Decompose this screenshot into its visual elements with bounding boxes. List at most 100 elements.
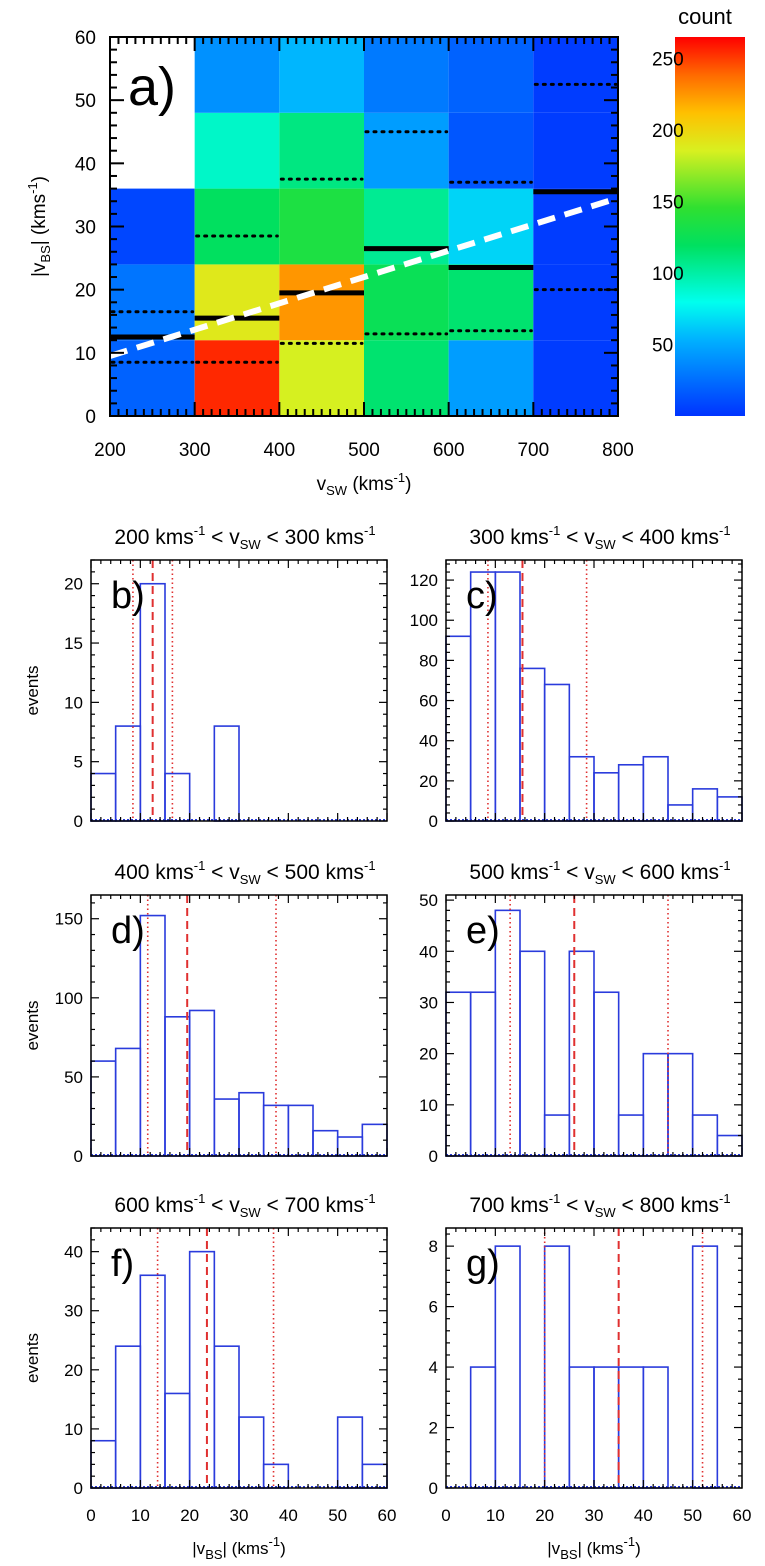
panel-title-c: < 800 kms (616, 1194, 719, 1217)
x-axis-title: |vBS| (kms-1) (547, 1534, 640, 1562)
histogram-bar (691, 1245, 719, 1489)
panel-title: 300 kms-1 < vSW < 400 kms-1 (469, 523, 730, 552)
panel-title-sup1: -1 (194, 858, 206, 873)
y-axis-title: events (23, 1333, 42, 1383)
x-tick-label: 50 (328, 1506, 347, 1525)
panel-title-b: < v (205, 1194, 240, 1217)
y-tick-label: 0 (74, 1147, 83, 1166)
panel-label: b) (111, 575, 145, 617)
histogram-bar (114, 1047, 142, 1157)
heatmap-cell (110, 264, 195, 341)
y-axis-title-main: |v (29, 262, 50, 277)
heatmap-cell (533, 112, 618, 189)
panel-title-b: < v (560, 1194, 595, 1217)
heatmap-cell (279, 340, 364, 416)
y-axis-title-sup: -1 (25, 182, 40, 194)
histogram-bar (312, 1129, 339, 1157)
panel-label: a) (128, 57, 176, 117)
heatmap-cell (279, 112, 364, 189)
histogram-bar (469, 991, 497, 1157)
heatmap-cell (364, 112, 449, 189)
y-tick-label: 0 (74, 1479, 83, 1498)
panel-title-sup1: -1 (549, 1191, 561, 1206)
x-tick-label: 0 (86, 1506, 95, 1525)
histogram-bar (164, 1015, 191, 1157)
histogram-bar (593, 1366, 620, 1489)
x-tick-label: 10 (486, 1506, 505, 1525)
panel-title-a: 400 kms (114, 861, 193, 884)
y-axis-title-sub: BS (38, 245, 53, 263)
heatmap-cell (448, 112, 534, 189)
histogram-bar (469, 1366, 497, 1489)
histogram-bar (114, 725, 142, 822)
colorbar-title: count (678, 4, 732, 29)
x-tick-label: 60 (733, 1506, 752, 1525)
y-tick-label: 0 (429, 1147, 438, 1166)
colorbar-tick-label: 100 (652, 264, 684, 285)
y-tick-label: 40 (64, 1243, 83, 1262)
panel-title-c: < 500 kms (261, 861, 364, 884)
y-tick-label: 40 (75, 154, 96, 175)
x-axis-title-main: v (317, 474, 327, 495)
x-axis-title-end: ) (280, 1539, 286, 1558)
histogram-bar (691, 1114, 719, 1157)
heatmap-cell (194, 112, 280, 189)
panel-label: e) (466, 910, 500, 952)
y-tick-label: 40 (419, 732, 438, 751)
y-tick-label: 0 (85, 407, 96, 428)
x-tick-label: 800 (602, 440, 634, 461)
y-tick-label: 100 (410, 611, 438, 630)
x-axis-title-sub: BS (205, 1547, 223, 1562)
histogram-bar (336, 1136, 364, 1157)
histogram-bar (213, 725, 240, 822)
histogram-bar (543, 1245, 571, 1489)
histogram-bar (164, 1392, 191, 1489)
heatmap-cell (194, 37, 280, 113)
heatmap-cell (448, 37, 534, 113)
y-tick-label: 120 (410, 571, 438, 590)
histogram-bar (691, 788, 719, 822)
y-axis-title-end: ) (29, 176, 50, 182)
x-tick-label: 600 (433, 440, 465, 461)
x-axis-title-sup: -1 (394, 470, 406, 485)
panel-title-sup1: -1 (549, 858, 561, 873)
histogram-bar (568, 755, 595, 822)
panel-label: d) (111, 910, 145, 952)
histogram-bar (543, 683, 571, 822)
panel-title-sup1: -1 (194, 523, 206, 538)
y-tick-label: 10 (419, 1096, 438, 1115)
panel-title: 200 kms-1 < vSW < 300 kms-1 (114, 523, 375, 552)
y-tick-label: 6 (429, 1298, 438, 1317)
colorbar-tick-label: 200 (652, 121, 684, 142)
x-axis-title-unit: | (kms (223, 1539, 269, 1558)
panel-title-a: 600 kms (114, 1194, 193, 1217)
y-axis-title-group: events (23, 1333, 42, 1383)
x-axis-title-end: ) (635, 1539, 641, 1558)
x-tick-label: 30 (585, 1506, 604, 1525)
panel-title-sub: SW (240, 872, 262, 887)
x-axis-title-end: ) (405, 474, 411, 495)
histogram-bar (238, 1091, 265, 1157)
y-tick-label: 60 (75, 28, 96, 49)
histogram-bar (445, 635, 472, 822)
heatmap-cell (533, 264, 618, 341)
histogram-bar (519, 950, 546, 1157)
x-axis-title-unit: | (kms (578, 1539, 624, 1558)
panel-title-a: 200 kms (114, 526, 193, 549)
histogram-bar (568, 1366, 595, 1489)
y-tick-label: 20 (419, 772, 438, 791)
histogram-bar (188, 1250, 216, 1489)
y-axis-title: events (23, 1000, 42, 1050)
y-tick-label: 50 (64, 1068, 83, 1087)
y-tick-label: 20 (75, 281, 96, 302)
panel-title-sub: SW (595, 872, 617, 887)
panel-title-sup2: -1 (719, 523, 731, 538)
y-tick-label: 10 (75, 344, 96, 365)
y-axis-title-group: |vBS| (kms-1) (25, 176, 53, 277)
panel-title-c: < 600 kms (616, 861, 719, 884)
heatmap-cell (279, 264, 364, 341)
y-tick-label: 40 (419, 942, 438, 961)
heatmap-cell (194, 188, 280, 265)
x-tick-label: 20 (535, 1506, 554, 1525)
